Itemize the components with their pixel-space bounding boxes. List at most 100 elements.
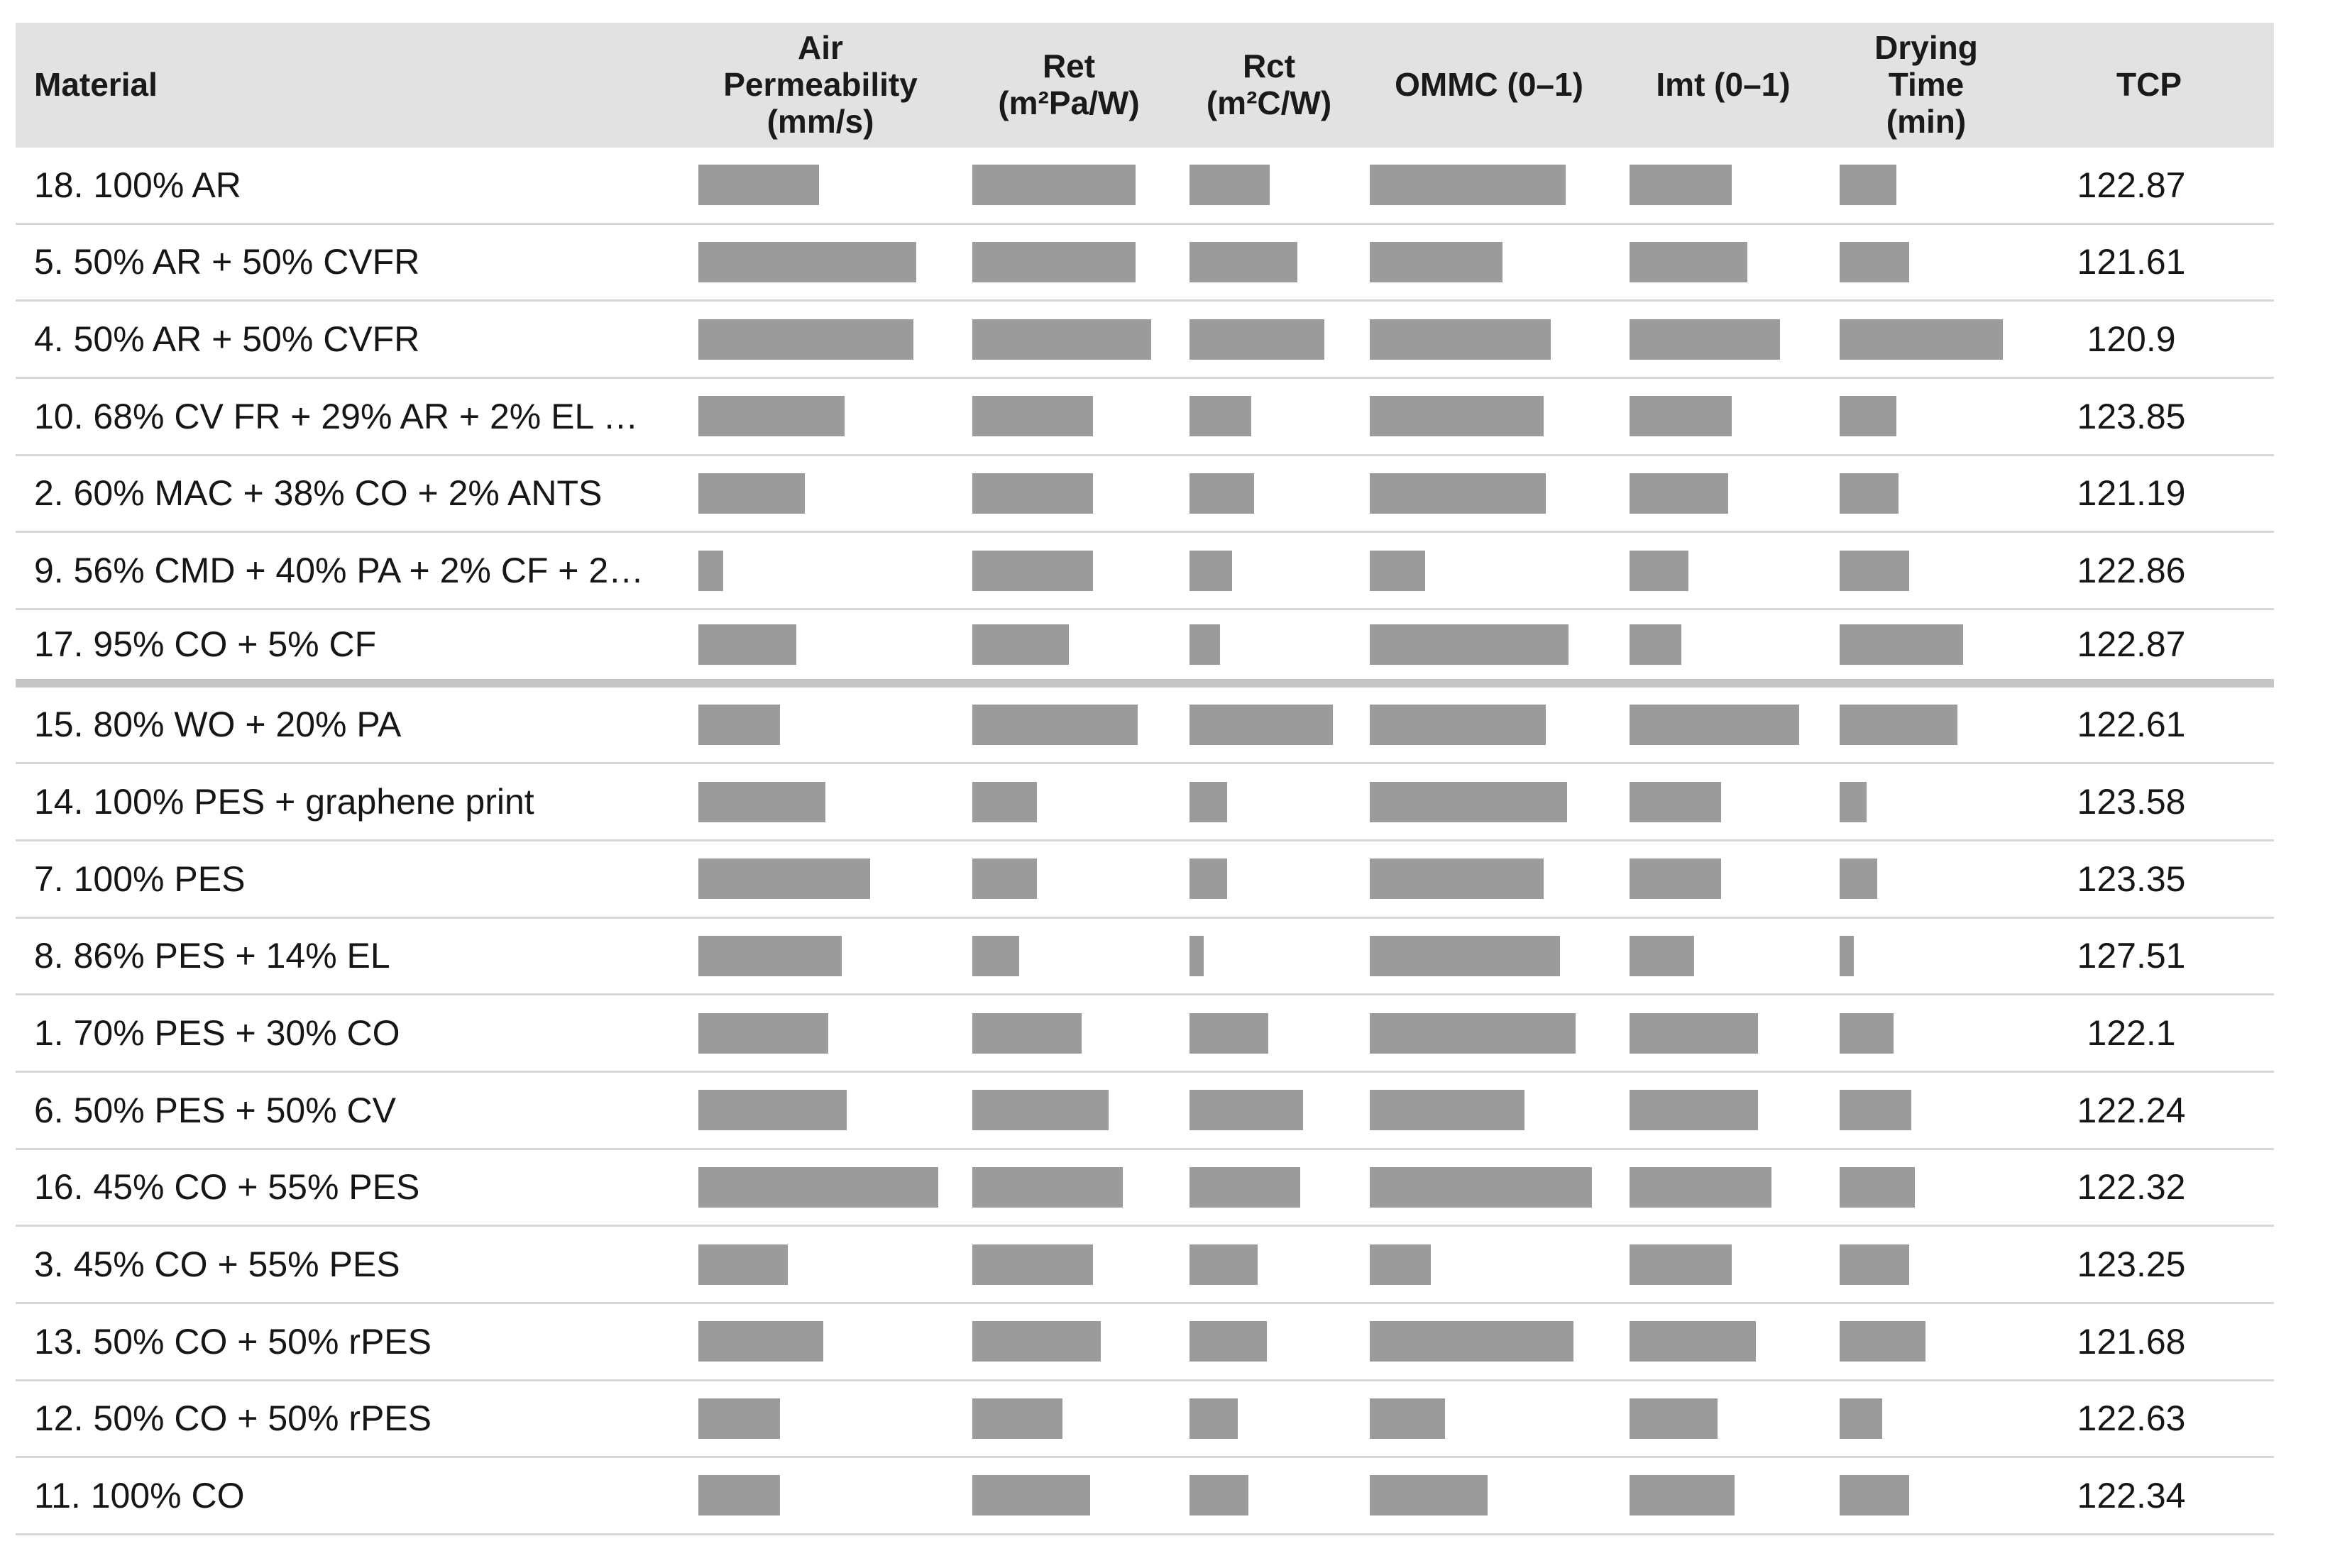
column-header-drying-time[interactable]: Drying Time (min) — [1828, 23, 2024, 148]
air-permeability-bar — [698, 781, 825, 822]
air-permeability-cell — [681, 225, 960, 300]
imt-cell — [1618, 456, 1828, 531]
drying-time-cell — [1828, 688, 2024, 763]
tcp-value: 122.34 — [2077, 1475, 2186, 1515]
ret-bar — [972, 704, 1138, 745]
table-row[interactable]: 3. 45% CO + 55% PES 123.25 — [16, 1227, 2274, 1304]
table-row[interactable]: 18. 100% AR 122.87 — [16, 148, 2274, 225]
column-header-material[interactable]: Material — [16, 23, 681, 148]
imt-bar — [1630, 935, 1694, 976]
ommc-bar — [1370, 1398, 1445, 1439]
air-permeability-cell — [681, 764, 960, 839]
imt-bar — [1630, 704, 1799, 745]
air-permeability-cell — [681, 148, 960, 223]
table-row[interactable]: 13. 50% CO + 50% rPES 121.68 — [16, 1304, 2274, 1381]
imt-bar — [1630, 1398, 1718, 1439]
air-permeability-cell — [681, 1073, 960, 1148]
table-row[interactable]: 6. 50% PES + 50% CV 122.24 — [16, 1073, 2274, 1150]
tcp-value: 121.61 — [2077, 242, 2186, 282]
tcp-cell: 122.1 — [2024, 995, 2274, 1071]
drying-time-cell — [1828, 379, 2024, 454]
imt-bar — [1630, 1090, 1758, 1131]
table-row[interactable]: 15. 80% WO + 20% PA 122.61 — [16, 688, 2274, 765]
table-row[interactable]: 5. 50% AR + 50% CVFR 121.61 — [16, 225, 2274, 302]
imt-bar — [1630, 319, 1780, 360]
drying-time-cell — [1828, 995, 2024, 1071]
ret-bar — [972, 858, 1037, 900]
drying-time-cell — [1828, 841, 2024, 917]
drying-time-cell — [1828, 1381, 2024, 1457]
table-row[interactable]: 14. 100% PES + graphene print 123.58 — [16, 764, 2274, 841]
imt-bar — [1630, 1475, 1735, 1516]
rct-cell — [1178, 225, 1360, 300]
tcp-value: 122.1 — [2087, 1013, 2176, 1054]
material-cell: 17. 95% CO + 5% CF — [16, 610, 681, 679]
table-row[interactable]: 10. 68% CV FR + 29% AR + 2% EL … 123.85 — [16, 379, 2274, 456]
ommc-bar — [1370, 858, 1544, 900]
air-permeability-cell — [681, 841, 960, 917]
air-permeability-cell — [681, 1304, 960, 1379]
table-row[interactable]: 7. 100% PES 123.35 — [16, 841, 2274, 919]
column-header-rct[interactable]: Rct (m²C/W) — [1178, 23, 1360, 148]
table-row[interactable]: 17. 95% CO + 5% CF 122.87 — [16, 610, 2274, 688]
material-label: 17. 95% CO + 5% CF — [34, 624, 377, 665]
drying-time-bar — [1840, 781, 1867, 822]
material-label: 14. 100% PES + graphene print — [34, 782, 534, 822]
rct-bar — [1190, 165, 1270, 206]
imt-cell — [1618, 764, 1828, 839]
tcp-value: 123.25 — [2077, 1244, 2186, 1285]
rct-bar — [1190, 550, 1232, 591]
material-label: 4. 50% AR + 50% CVFR — [34, 319, 420, 360]
air-permeability-cell — [681, 1458, 960, 1533]
drying-time-bar — [1840, 624, 1963, 665]
air-permeability-cell — [681, 1150, 960, 1225]
material-cell: 13. 50% CO + 50% rPES — [16, 1304, 681, 1379]
imt-cell — [1618, 995, 1828, 1071]
column-header-imt[interactable]: Imt (0–1) — [1618, 23, 1828, 148]
column-header-tcp[interactable]: TCP — [2024, 23, 2274, 148]
rct-bar — [1190, 1166, 1300, 1208]
ret-bar — [972, 1398, 1062, 1439]
column-header-rct-label: Rct (m²C/W) — [1206, 48, 1332, 121]
ommc-bar — [1370, 473, 1546, 514]
table-row[interactable]: 9. 56% CMD + 40% PA + 2% CF + 2… 122.86 — [16, 533, 2274, 610]
ommc-cell — [1360, 1458, 1618, 1533]
drying-time-bar — [1840, 165, 1896, 206]
ommc-cell — [1360, 225, 1618, 300]
column-header-air-permeability[interactable]: Air Permeability (mm/s) — [681, 23, 960, 148]
table-row[interactable]: 8. 86% PES + 14% EL 127.51 — [16, 919, 2274, 996]
material-label: 5. 50% AR + 50% CVFR — [34, 242, 420, 282]
tcp-cell: 121.19 — [2024, 456, 2274, 531]
tcp-value: 123.35 — [2077, 858, 2186, 899]
air-permeability-bar — [698, 241, 916, 282]
imt-cell — [1618, 533, 1828, 608]
rct-bar — [1190, 781, 1227, 822]
ommc-cell — [1360, 456, 1618, 531]
tcp-value: 122.86 — [2077, 551, 2186, 591]
air-permeability-cell — [681, 379, 960, 454]
table-row[interactable]: 2. 60% MAC + 38% CO + 2% ANTS 121.19 — [16, 456, 2274, 534]
ret-cell — [960, 302, 1178, 377]
tcp-value: 122.63 — [2077, 1398, 2186, 1439]
table-row[interactable]: 16. 45% CO + 55% PES 122.32 — [16, 1150, 2274, 1227]
column-header-material-label: Material — [34, 66, 158, 104]
column-header-ret[interactable]: Ret (m²Pa/W) — [960, 23, 1178, 148]
air-permeability-bar — [698, 319, 913, 360]
ret-cell — [960, 148, 1178, 223]
table-row[interactable]: 11. 100% CO 122.34 — [16, 1458, 2274, 1535]
rct-cell — [1178, 1227, 1360, 1302]
rct-cell — [1178, 1073, 1360, 1148]
ret-bar — [972, 1475, 1090, 1516]
rct-bar — [1190, 1398, 1238, 1439]
imt-cell — [1618, 148, 1828, 223]
tcp-value: 121.68 — [2077, 1321, 2186, 1362]
column-header-ommc[interactable]: OMMC (0–1) — [1360, 23, 1618, 148]
table-row[interactable]: 12. 50% CO + 50% rPES 122.63 — [16, 1381, 2274, 1459]
ret-cell — [960, 995, 1178, 1071]
tcp-value: 121.19 — [2077, 473, 2186, 514]
drying-time-cell — [1828, 1227, 2024, 1302]
air-permeability-cell — [681, 302, 960, 377]
ret-cell — [960, 1458, 1178, 1533]
table-row[interactable]: 1. 70% PES + 30% CO 122.1 — [16, 995, 2274, 1073]
table-row[interactable]: 4. 50% AR + 50% CVFR 120.9 — [16, 302, 2274, 379]
